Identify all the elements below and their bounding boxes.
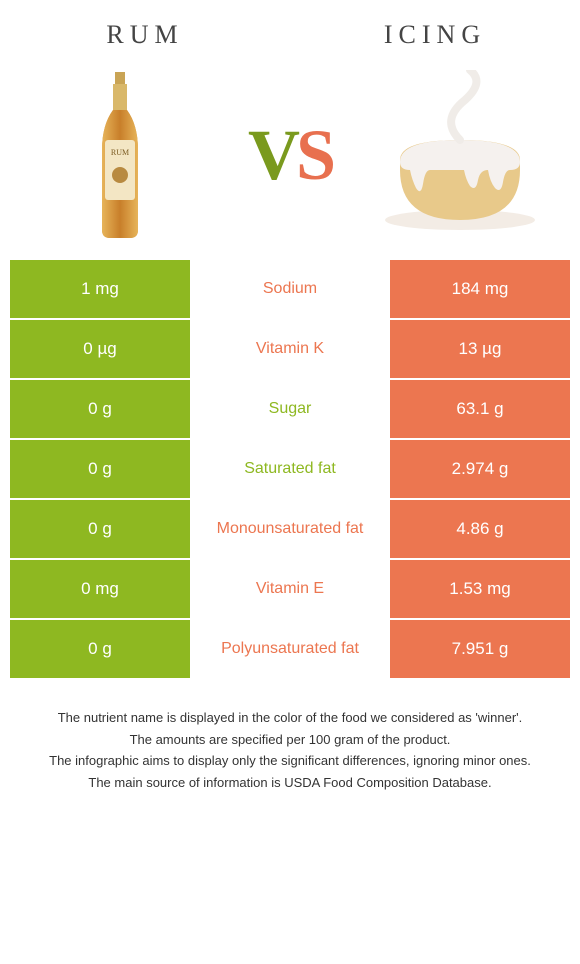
footer-line-1: The nutrient name is displayed in the co… [30, 708, 550, 728]
rum-bottle-icon: RUM [90, 70, 150, 240]
nutrient-row: 1 mgSodium184 mg [10, 260, 570, 318]
svg-text:RUM: RUM [111, 148, 129, 157]
vs-label: VS [248, 114, 332, 197]
nutrient-label: Saturated fat [190, 440, 390, 498]
header-row: RUM ICING [0, 0, 580, 60]
value-left: 0 mg [10, 560, 190, 618]
value-right: 13 µg [390, 320, 570, 378]
nutrient-label: Polyunsaturated fat [190, 620, 390, 678]
nutrient-label: Sodium [190, 260, 390, 318]
footer-line-4: The main source of information is USDA F… [30, 773, 550, 793]
value-right: 4.86 g [390, 500, 570, 558]
nutrient-label: Vitamin K [190, 320, 390, 378]
nutrient-row: 0 µgVitamin K13 µg [10, 320, 570, 378]
value-left: 0 g [10, 440, 190, 498]
title-right: ICING [290, 20, 580, 50]
footer-line-3: The infographic aims to display only the… [30, 751, 550, 771]
nutrient-row: 0 mgVitamin E1.53 mg [10, 560, 570, 618]
images-row: RUM VS [0, 60, 580, 260]
nutrient-table: 1 mgSodium184 mg0 µgVitamin K13 µg0 gSug… [10, 260, 570, 678]
value-right: 184 mg [390, 260, 570, 318]
nutrient-label: Monounsaturated fat [190, 500, 390, 558]
nutrient-row: 0 gSugar63.1 g [10, 380, 570, 438]
value-right: 1.53 mg [390, 560, 570, 618]
nutrient-row: 0 gMonounsaturated fat4.86 g [10, 500, 570, 558]
value-left: 0 g [10, 380, 190, 438]
value-right: 63.1 g [390, 380, 570, 438]
value-left: 0 g [10, 620, 190, 678]
title-left: RUM [0, 20, 290, 50]
footer-notes: The nutrient name is displayed in the co… [30, 708, 550, 792]
nutrient-row: 0 gPolyunsaturated fat7.951 g [10, 620, 570, 678]
nutrient-label: Vitamin E [190, 560, 390, 618]
vs-v: V [248, 115, 296, 195]
nutrient-row: 0 gSaturated fat2.974 g [10, 440, 570, 498]
value-left: 1 mg [10, 260, 190, 318]
rum-image: RUM [30, 65, 210, 245]
value-left: 0 µg [10, 320, 190, 378]
value-right: 2.974 g [390, 440, 570, 498]
footer-line-2: The amounts are specified per 100 gram o… [30, 730, 550, 750]
nutrient-label: Sugar [190, 380, 390, 438]
icing-image [370, 65, 550, 245]
value-right: 7.951 g [390, 620, 570, 678]
value-left: 0 g [10, 500, 190, 558]
icing-cake-icon [370, 70, 550, 240]
vs-s: S [296, 115, 332, 195]
